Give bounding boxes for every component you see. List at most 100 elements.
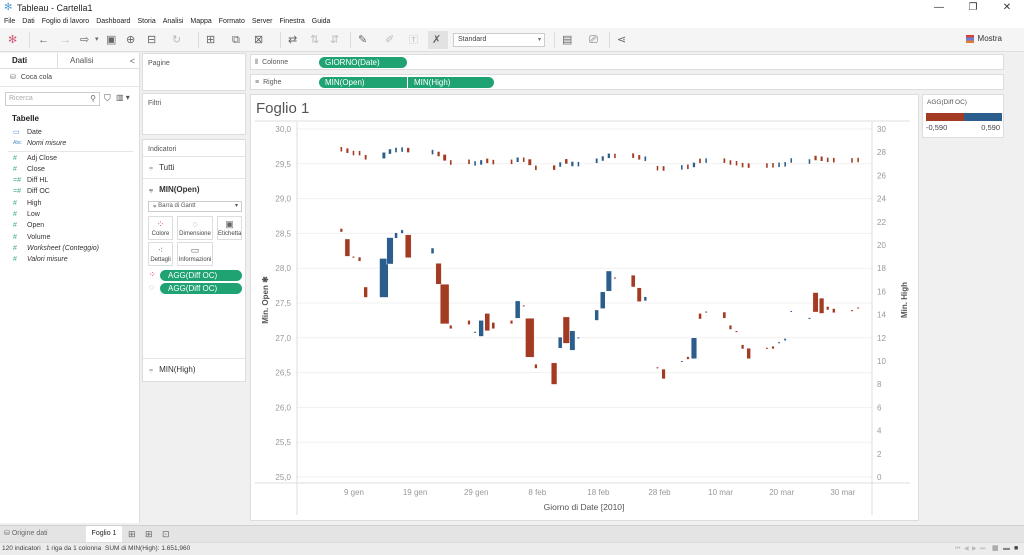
mark-type-select[interactable]: ⩦ Barra di Gantt ▾ xyxy=(148,201,242,212)
color-legend[interactable]: AGG(Diff OC) -0,590 0,590 xyxy=(922,94,1004,138)
tableau-logo-icon[interactable]: ✻ xyxy=(8,34,18,46)
gantt-bar[interactable] xyxy=(812,292,819,313)
gantt-bar[interactable] xyxy=(636,287,642,302)
high-gantt-bar[interactable] xyxy=(522,157,525,162)
menu-window[interactable]: Finestra xyxy=(279,18,305,25)
high-gantt-bar[interactable] xyxy=(468,159,470,165)
gantt-bar[interactable] xyxy=(478,320,484,337)
high-gantt-bar[interactable] xyxy=(364,154,367,160)
high-gantt-bar[interactable] xyxy=(346,148,349,153)
pause-update-icon[interactable]: ⊟ xyxy=(147,34,157,46)
menu-dashboard[interactable]: Dashboard xyxy=(96,18,131,25)
datasource-item[interactable]: ⛁ Coca cola xyxy=(0,69,139,87)
high-gantt-bar[interactable] xyxy=(492,159,495,165)
gantt-bar[interactable] xyxy=(510,320,514,325)
gantt-bar[interactable] xyxy=(728,325,732,330)
color-button[interactable]: ⁘ Colore xyxy=(148,216,173,240)
field-measure-names[interactable]: Abc Nomi misure xyxy=(0,138,139,149)
field-measure-values[interactable]: # Valori misure xyxy=(0,254,139,265)
field-worksheet-count[interactable]: # Worksheet (Conteggio) xyxy=(0,243,139,254)
save-icon[interactable]: ▣ xyxy=(106,34,117,46)
search-input[interactable]: Ricerca ⚲ xyxy=(5,92,100,106)
show-labels-icon[interactable]: 🅃 xyxy=(409,35,419,45)
high-gantt-bar[interactable] xyxy=(723,158,726,163)
gantt-bar[interactable] xyxy=(558,336,563,349)
high-gantt-bar[interactable] xyxy=(808,159,811,164)
gantt-bar[interactable] xyxy=(577,336,580,339)
fix-axes-button[interactable] xyxy=(428,31,448,49)
gantt-bar[interactable] xyxy=(430,247,435,254)
new-worksheet-icon[interactable]: ⊞ xyxy=(206,34,216,46)
high-gantt-bar[interactable] xyxy=(431,149,434,155)
high-gantt-bar[interactable] xyxy=(407,147,410,153)
menu-help[interactable]: Guida xyxy=(311,18,331,25)
gantt-bar[interactable] xyxy=(400,229,404,234)
gantt-bar[interactable] xyxy=(856,306,860,309)
high-gantt-bar[interactable] xyxy=(571,161,574,167)
high-gantt-bar[interactable] xyxy=(778,162,780,168)
gantt-bar[interactable] xyxy=(722,311,727,319)
first-sheet-icon[interactable]: ⏮ xyxy=(955,546,961,552)
gantt-bar[interactable] xyxy=(386,237,394,265)
gantt-bar[interactable] xyxy=(771,345,775,350)
marks-open-tab[interactable]: ⩦ MIN(Open) xyxy=(143,178,245,200)
high-gantt-bar[interactable] xyxy=(692,162,696,168)
gantt-bar[interactable] xyxy=(698,313,702,320)
high-gantt-bar[interactable] xyxy=(826,157,829,163)
gantt-bar[interactable] xyxy=(605,270,612,292)
gantt-bar[interactable] xyxy=(339,228,343,233)
high-gantt-bar[interactable] xyxy=(559,162,562,167)
fix-axes-icon[interactable]: ✗ xyxy=(432,34,442,46)
high-gantt-bar[interactable] xyxy=(528,159,532,166)
detail-button[interactable]: ⁖ Dettagli xyxy=(148,242,173,266)
swap-icon[interactable]: ⇄ xyxy=(288,34,298,46)
high-gantt-bar[interactable] xyxy=(607,153,610,159)
gantt-bar[interactable] xyxy=(661,368,666,380)
show-cards-icon[interactable]: ▤ xyxy=(562,34,573,46)
gantt-bar[interactable] xyxy=(826,306,830,311)
tooltip-button[interactable]: ▭ Informazioni xyxy=(177,242,213,266)
gantt-bar[interactable] xyxy=(808,317,811,320)
pill-min-high[interactable]: MIN(High) xyxy=(408,77,494,88)
high-gantt-bar[interactable] xyxy=(358,150,361,156)
gantt-bar[interactable] xyxy=(514,300,521,319)
gantt-bar[interactable] xyxy=(680,360,684,363)
gantt-bar[interactable] xyxy=(405,234,412,258)
menu-server[interactable]: Server xyxy=(251,18,273,25)
high-gantt-bar[interactable] xyxy=(662,166,665,171)
field-low[interactable]: # Low xyxy=(0,209,139,220)
menu-format[interactable]: Formato xyxy=(218,18,245,25)
duplicate-sheet-icon[interactable]: ⧉ xyxy=(232,34,240,46)
gantt-bar[interactable] xyxy=(746,348,751,359)
size-button[interactable]: ◌ Dimensione xyxy=(177,216,213,240)
filters-card[interactable]: Filtri xyxy=(142,93,246,135)
menu-file[interactable]: File xyxy=(4,18,16,25)
show-me-button[interactable]: Mostra xyxy=(965,34,1002,43)
gantt-bar[interactable] xyxy=(630,274,636,288)
gantt-bar[interactable] xyxy=(525,318,535,358)
high-gantt-bar[interactable] xyxy=(486,158,489,164)
size-pill-diff-oc[interactable]: AGG(Diff OC) xyxy=(160,283,242,294)
gantt-bar[interactable] xyxy=(600,291,606,309)
filmstrip-icon[interactable]: ▬ xyxy=(1003,545,1010,552)
high-gantt-bar[interactable] xyxy=(681,165,683,170)
high-gantt-bar[interactable] xyxy=(699,158,701,164)
high-gantt-bar[interactable] xyxy=(832,157,835,163)
high-gantt-bar[interactable] xyxy=(552,165,556,170)
high-gantt-bar[interactable] xyxy=(851,158,853,163)
gantt-bar[interactable] xyxy=(569,330,576,351)
tabs-view-icon[interactable]: ■ xyxy=(1014,545,1019,552)
back-icon[interactable]: ← xyxy=(38,34,49,46)
new-story-icon[interactable]: ⊡ xyxy=(162,529,170,539)
field-adj-close[interactable]: # Adj Close xyxy=(0,153,139,164)
gantt-bar[interactable] xyxy=(534,364,538,369)
field-open[interactable]: # Open xyxy=(0,220,139,231)
field-volume[interactable]: # Volume xyxy=(0,232,139,243)
highlight-icon[interactable]: ✎ xyxy=(358,34,368,46)
gantt-bar[interactable] xyxy=(643,296,647,302)
gantt-bar[interactable] xyxy=(363,286,368,298)
gantt-bar[interactable] xyxy=(789,310,793,313)
label-button[interactable]: ▣ Etichetta xyxy=(217,216,242,240)
field-diff-hl[interactable]: =# Diff HL xyxy=(0,175,139,186)
high-gantt-bar[interactable] xyxy=(382,152,386,159)
